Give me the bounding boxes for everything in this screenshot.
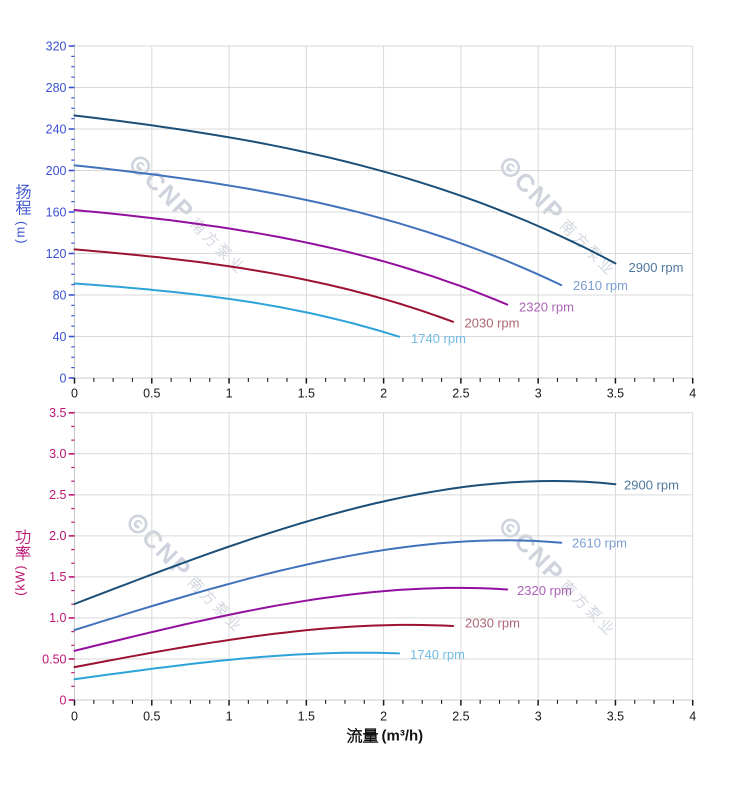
- svg-text:160: 160: [46, 205, 67, 219]
- svg-text:3.5: 3.5: [49, 406, 66, 420]
- svg-text:2.0: 2.0: [49, 529, 66, 543]
- svg-text:40: 40: [53, 330, 67, 344]
- svg-text:3.5: 3.5: [607, 710, 624, 724]
- svg-text:1: 1: [226, 387, 233, 401]
- svg-text:2610 rpm: 2610 rpm: [573, 278, 628, 293]
- svg-text:2.5: 2.5: [452, 710, 469, 724]
- svg-text:(m³/h): (m³/h): [382, 728, 424, 745]
- svg-text:0.5: 0.5: [143, 710, 160, 724]
- svg-text:2900 rpm: 2900 rpm: [629, 260, 684, 275]
- svg-text:1740 rpm: 1740 rpm: [410, 647, 465, 662]
- svg-text:3.0: 3.0: [49, 447, 66, 461]
- svg-text:1.5: 1.5: [298, 710, 315, 724]
- svg-text:0: 0: [71, 710, 78, 724]
- svg-text:2030 rpm: 2030 rpm: [465, 616, 520, 631]
- svg-text:(m): (m): [13, 220, 28, 244]
- svg-text:0: 0: [60, 693, 67, 707]
- svg-text:120: 120: [46, 247, 67, 261]
- svg-text:240: 240: [46, 122, 67, 136]
- svg-text:2.5: 2.5: [452, 387, 469, 401]
- svg-text:3: 3: [535, 710, 542, 724]
- svg-text:0.5: 0.5: [143, 387, 160, 401]
- svg-text:2: 2: [380, 710, 387, 724]
- svg-text:0: 0: [60, 371, 67, 385]
- svg-text:(kW): (kW): [13, 564, 28, 595]
- svg-text:3: 3: [535, 387, 542, 401]
- svg-text:1740 rpm: 1740 rpm: [411, 331, 466, 346]
- svg-text:2030 rpm: 2030 rpm: [465, 316, 520, 331]
- svg-text:80: 80: [53, 288, 67, 302]
- svg-text:3.5: 3.5: [607, 387, 624, 401]
- svg-text:4: 4: [689, 387, 696, 401]
- svg-text:2: 2: [380, 387, 387, 401]
- svg-text:2900 rpm: 2900 rpm: [624, 478, 679, 493]
- svg-text:0.50: 0.50: [42, 652, 66, 666]
- svg-text:200: 200: [46, 164, 67, 178]
- svg-text:1.5: 1.5: [49, 570, 66, 584]
- svg-text:320: 320: [46, 39, 67, 53]
- svg-text:2320 rpm: 2320 rpm: [517, 583, 572, 598]
- svg-text:1.5: 1.5: [298, 387, 315, 401]
- svg-text:2.5: 2.5: [49, 488, 66, 502]
- svg-text:1.0: 1.0: [49, 611, 66, 625]
- svg-text:4: 4: [689, 710, 696, 724]
- svg-text:280: 280: [46, 81, 67, 95]
- svg-text:1: 1: [226, 710, 233, 724]
- svg-text:2610 rpm: 2610 rpm: [572, 536, 627, 551]
- svg-text:0: 0: [71, 387, 78, 401]
- svg-text:2320 rpm: 2320 rpm: [519, 300, 574, 315]
